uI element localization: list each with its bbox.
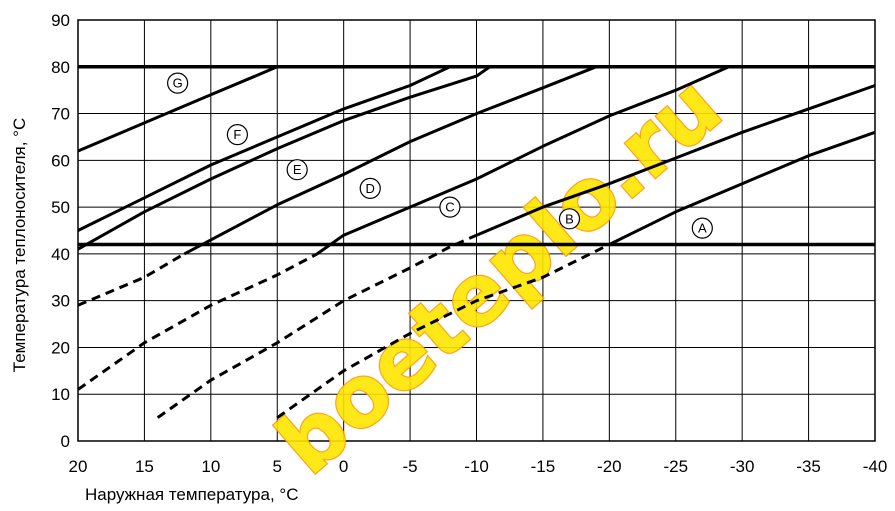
label-circle [226, 124, 248, 146]
curve-label-G: G [167, 72, 189, 94]
series-E-solid [77, 65, 491, 251]
series-G-solid [77, 65, 278, 153]
curve-labels: A B C D E F G [167, 72, 713, 239]
curve-label-E: E [286, 159, 308, 181]
label-text: G [173, 76, 183, 91]
y-tick-label: 30 [51, 292, 70, 311]
series-B-dashed [156, 233, 478, 419]
label-circle [359, 177, 381, 199]
x-tick-label: 0 [339, 457, 348, 476]
x-tick-label: -5 [403, 457, 418, 476]
label-circle [691, 217, 713, 239]
series-C [77, 65, 730, 391]
y-axis-title: Температура теплоносителя, °C [10, 118, 29, 372]
curve-label-D: D [359, 177, 381, 199]
label-text: A [698, 221, 707, 236]
x-tick-label: 10 [201, 457, 220, 476]
label-circle [558, 208, 581, 230]
y-tick-label: 90 [51, 11, 70, 30]
y-tick-labels: 0 10 20 30 40 50 60 70 80 90 [51, 11, 70, 451]
series-layer [77, 65, 876, 419]
x-tick-label: -35 [796, 457, 821, 476]
x-tick-label: -30 [730, 457, 755, 476]
x-tick-label: -25 [663, 457, 688, 476]
x-tick-label: -20 [597, 457, 622, 476]
y-tick-label: 10 [51, 385, 70, 404]
curve-label-F: F [226, 124, 248, 146]
label-text: E [293, 162, 302, 177]
series-F-solid [77, 65, 451, 232]
y-tick-label: 50 [51, 198, 70, 217]
y-tick-label: 0 [61, 432, 70, 451]
y-tick-label: 20 [51, 338, 70, 357]
x-tick-label: -10 [464, 457, 489, 476]
reference-lines [78, 65, 875, 247]
y-tick-label: 80 [51, 58, 70, 77]
label-text: F [233, 127, 241, 142]
label-text: C [445, 200, 454, 215]
y-tick-label: 40 [51, 245, 70, 264]
curve-label-A: A [691, 217, 713, 239]
series-E [77, 65, 491, 251]
series-D-dashed [77, 252, 186, 307]
series-A-dashed [276, 243, 610, 419]
series-F [77, 65, 451, 232]
watermark-text: boeteplo.ru [259, 57, 740, 493]
series-A-solid [608, 130, 876, 246]
series-G [77, 65, 278, 153]
y-tick-label: 70 [51, 105, 70, 124]
label-text: D [366, 181, 375, 196]
x-axis-title: Наружная температура, °C [85, 485, 298, 504]
series-C-dashed [77, 252, 318, 391]
x-tick-label: 5 [273, 457, 282, 476]
label-circle [286, 159, 308, 181]
x-tick-label: -40 [863, 457, 888, 476]
series-D-solid [183, 65, 597, 256]
curve-label-B: B [558, 208, 581, 230]
label-circle [167, 72, 189, 94]
curve-label-C: C [439, 196, 461, 218]
y-tick-label: 60 [51, 151, 70, 170]
series-B [156, 84, 876, 419]
label-circle [439, 196, 461, 218]
x-tick-label: -15 [531, 457, 556, 476]
x-tick-labels: 20 15 10 5 0 -5 -10 -15 -20 -25 -30 -35 -40 [69, 457, 888, 476]
x-tick-label: 15 [135, 457, 154, 476]
series-C-solid [316, 65, 730, 256]
x-tick-label: 20 [69, 457, 88, 476]
series-B-solid [475, 84, 876, 237]
watermark: boeteplo.ru [258, 56, 741, 494]
series-D [77, 65, 597, 307]
series-A [276, 130, 876, 419]
label-text: B [565, 211, 574, 226]
